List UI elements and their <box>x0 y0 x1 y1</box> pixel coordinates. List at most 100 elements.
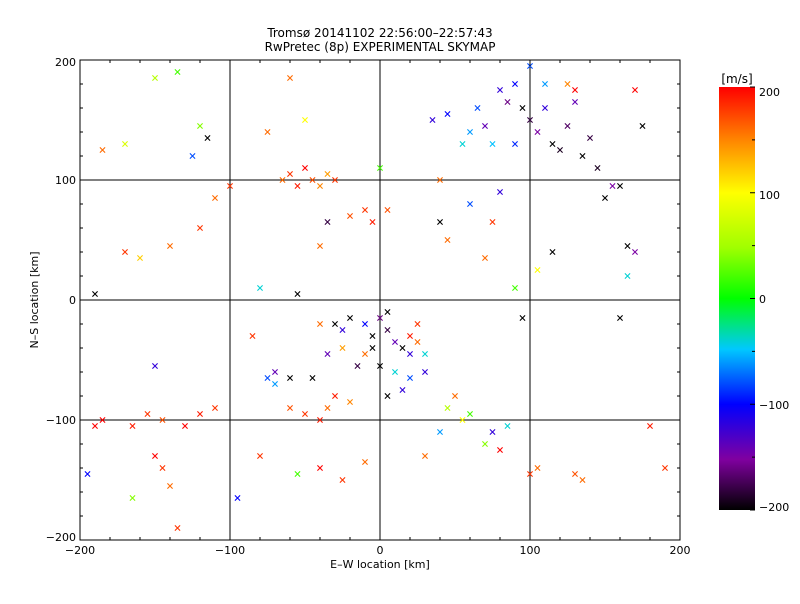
data-point-cross <box>137 255 143 261</box>
data-point-cross <box>182 423 188 429</box>
data-point-cross <box>332 321 338 327</box>
data-point-cross <box>557 147 563 153</box>
data-point-cross <box>632 249 638 255</box>
data-point-cross <box>504 423 511 429</box>
data-point-cross <box>324 405 331 411</box>
y-axis-label: N–S location [km] <box>28 251 41 348</box>
data-point-cross <box>512 141 518 147</box>
data-point-cross <box>212 405 218 411</box>
data-point-cross <box>362 321 368 327</box>
x-axis-tick-label: 100 <box>520 544 541 557</box>
data-point-cross <box>377 315 383 321</box>
x-axis-tick-label: −200 <box>65 544 95 557</box>
x-axis-tick-label: 0 <box>377 544 384 557</box>
data-point-cross <box>639 123 646 129</box>
data-point-cross <box>414 321 421 327</box>
data-point-cross <box>287 171 293 177</box>
data-point-cross <box>362 207 368 213</box>
data-point-cross <box>572 87 578 93</box>
data-point-cross <box>309 177 316 183</box>
data-point-cross <box>377 165 383 171</box>
y-axis-tick-label: 200 <box>55 56 76 69</box>
y-axis-tick-label: −100 <box>46 414 76 427</box>
data-point-cross <box>422 369 428 375</box>
data-point-cross <box>354 363 361 369</box>
data-point-cross <box>542 81 548 87</box>
data-point-cross <box>99 417 106 423</box>
data-point-cross <box>227 183 233 189</box>
data-point-cross <box>92 423 98 429</box>
data-point-cross <box>339 327 346 333</box>
data-point-cross <box>152 75 158 81</box>
data-point-cross <box>384 207 391 213</box>
data-point-cross <box>407 375 413 381</box>
data-point-cross <box>377 363 383 369</box>
data-point-cross <box>317 417 323 423</box>
data-point-cross <box>452 393 458 399</box>
colorbar-tick-label: 200 <box>759 86 780 99</box>
data-point-cross <box>497 189 503 195</box>
data-point-cross <box>197 411 203 417</box>
data-point-cross <box>362 351 368 357</box>
data-point-cross <box>122 141 128 147</box>
data-point-cross <box>482 255 488 261</box>
axis-ticks <box>79 59 681 541</box>
data-point-cross <box>587 135 593 141</box>
data-point-cross <box>197 225 203 231</box>
data-point-cross <box>482 123 488 129</box>
data-point-cross <box>302 165 308 171</box>
data-point-cross <box>579 477 586 483</box>
colorbar <box>719 87 755 510</box>
data-point-cross <box>339 477 346 483</box>
data-point-cross <box>317 321 323 327</box>
data-point-cross <box>662 465 668 471</box>
data-point-cross <box>437 219 443 225</box>
data-point-cross <box>332 393 338 399</box>
data-point-cross <box>174 525 181 531</box>
data-point-cross <box>99 147 106 153</box>
data-point-cross <box>512 285 518 291</box>
data-point-cross <box>272 369 278 375</box>
data-point-cross <box>197 123 203 129</box>
data-point-cross <box>497 447 503 453</box>
data-point-cross <box>294 471 301 477</box>
data-point-cross <box>84 471 91 477</box>
data-point-cross <box>189 153 196 159</box>
data-point-cross <box>317 465 323 471</box>
data-point-cross <box>264 375 271 381</box>
data-point-cross <box>324 351 331 357</box>
x-axis-label: E–W location [km] <box>330 558 430 571</box>
data-point-cross <box>122 249 128 255</box>
data-point-cross <box>159 417 166 423</box>
data-point-cross <box>212 195 218 201</box>
data-point-cross <box>489 141 496 147</box>
data-point-cross <box>579 153 586 159</box>
data-point-cross <box>362 459 368 465</box>
data-point-cross <box>482 441 488 447</box>
data-point-cross <box>347 399 353 405</box>
data-point-cross <box>624 243 631 249</box>
data-point-cross <box>609 183 616 189</box>
data-point-cross <box>407 333 413 339</box>
data-point-cross <box>392 369 398 375</box>
colorbar-tick-label: −100 <box>759 399 789 412</box>
data-point-cross <box>384 309 391 315</box>
data-point-cross <box>647 423 653 429</box>
data-point-cross <box>152 453 158 459</box>
data-point-cross <box>272 381 278 387</box>
data-point-cross <box>302 117 308 123</box>
data-point-cross <box>399 345 406 351</box>
data-point-cross <box>422 453 428 459</box>
data-point-cross <box>474 105 481 111</box>
data-point-cross <box>624 273 631 279</box>
data-point-cross <box>429 117 436 123</box>
data-point-cross <box>527 117 533 123</box>
data-point-cross <box>534 267 541 273</box>
colorbar-tick-label: 100 <box>759 189 780 202</box>
chart-subtitle: RwPretec (8p) EXPERIMENTAL SKYMAP <box>265 40 496 54</box>
data-point-cross <box>534 465 541 471</box>
data-point-cross <box>549 141 556 147</box>
data-point-cross <box>347 315 353 321</box>
data-point-cross <box>287 75 293 81</box>
